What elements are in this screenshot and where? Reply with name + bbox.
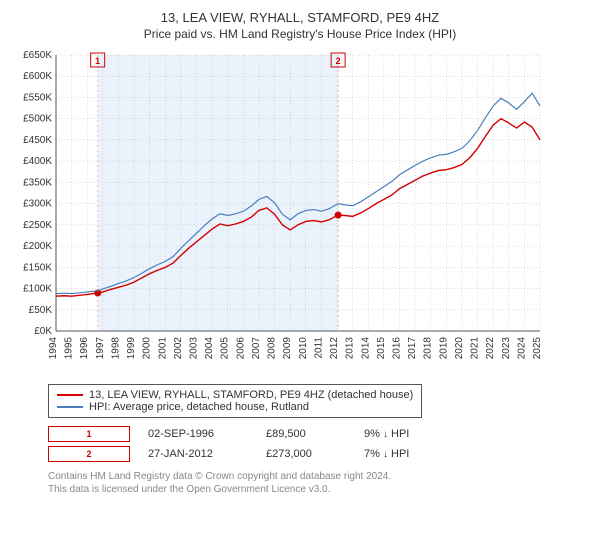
tx-delta: 7% ↓ HPI: [364, 448, 444, 460]
svg-text:1: 1: [95, 56, 100, 66]
svg-text:1996: 1996: [79, 337, 90, 360]
svg-text:2018: 2018: [423, 337, 434, 360]
down-arrow-icon: ↓: [383, 449, 388, 460]
legend-label: HPI: Average price, detached house, Rutl…: [89, 401, 309, 413]
svg-text:2022: 2022: [485, 337, 496, 360]
svg-text:2004: 2004: [204, 337, 215, 360]
svg-text:£350K: £350K: [23, 177, 52, 188]
svg-text:2015: 2015: [376, 337, 387, 360]
svg-text:2012: 2012: [329, 337, 340, 360]
svg-text:2001: 2001: [157, 337, 168, 360]
tx-price: £273,000: [266, 448, 346, 460]
svg-text:2008: 2008: [267, 337, 278, 360]
svg-text:2025: 2025: [532, 337, 543, 360]
legend-label: 13, LEA VIEW, RYHALL, STAMFORD, PE9 4HZ …: [89, 389, 413, 401]
svg-text:2005: 2005: [220, 337, 231, 360]
svg-text:2003: 2003: [189, 337, 200, 360]
svg-text:£0K: £0K: [34, 326, 52, 337]
svg-text:2000: 2000: [142, 337, 153, 360]
svg-text:2007: 2007: [251, 337, 262, 360]
svg-text:2019: 2019: [438, 337, 449, 360]
svg-text:£300K: £300K: [23, 199, 52, 210]
chart-canvas: £0K £50K £100K £150K £200K £250K £300K £350K £40…: [8, 47, 548, 377]
legend-swatch: [57, 406, 83, 408]
down-arrow-icon: ↓: [383, 429, 388, 440]
svg-text:£100K: £100K: [23, 284, 52, 295]
transaction-row: 2 27-JAN-2012 £273,000 7% ↓ HPI: [48, 444, 592, 464]
svg-text:2010: 2010: [298, 337, 309, 360]
legend-item: HPI: Average price, detached house, Rutl…: [57, 401, 413, 413]
svg-text:2024: 2024: [516, 337, 527, 360]
legend-swatch: [57, 394, 83, 396]
svg-text:1995: 1995: [64, 337, 75, 360]
tx-date: 27-JAN-2012: [148, 448, 248, 460]
footer-attribution: Contains HM Land Registry data © Crown c…: [48, 470, 592, 496]
marker-badge: 1: [48, 426, 130, 442]
svg-text:2009: 2009: [282, 337, 293, 360]
svg-text:£400K: £400K: [23, 156, 52, 167]
chart-title: 13, LEA VIEW, RYHALL, STAMFORD, PE9 4HZ: [8, 10, 592, 25]
svg-text:£150K: £150K: [23, 262, 52, 273]
svg-text:2021: 2021: [470, 337, 481, 360]
svg-text:£550K: £550K: [23, 92, 52, 103]
svg-text:2011: 2011: [313, 337, 324, 359]
svg-text:1998: 1998: [110, 337, 121, 360]
tx-date: 02-SEP-1996: [148, 428, 248, 440]
svg-text:£50K: £50K: [29, 305, 53, 316]
chart-subtitle: Price paid vs. HM Land Registry's House …: [8, 27, 592, 41]
legend-item: 13, LEA VIEW, RYHALL, STAMFORD, PE9 4HZ …: [57, 389, 413, 401]
svg-text:2002: 2002: [173, 337, 184, 360]
svg-text:1997: 1997: [95, 337, 106, 360]
svg-text:2017: 2017: [407, 337, 418, 360]
svg-text:£450K: £450K: [23, 135, 52, 146]
tx-delta: 9% ↓ HPI: [364, 428, 444, 440]
svg-text:£500K: £500K: [23, 114, 52, 125]
svg-text:£600K: £600K: [23, 71, 52, 82]
svg-text:2020: 2020: [454, 337, 465, 360]
svg-text:2014: 2014: [360, 337, 371, 360]
svg-text:2013: 2013: [345, 337, 356, 360]
svg-text:1999: 1999: [126, 337, 137, 360]
svg-text:2: 2: [336, 56, 341, 66]
svg-text:1994: 1994: [48, 337, 59, 360]
legend: 13, LEA VIEW, RYHALL, STAMFORD, PE9 4HZ …: [48, 384, 422, 418]
transaction-row: 1 02-SEP-1996 £89,500 9% ↓ HPI: [48, 424, 592, 444]
tx-price: £89,500: [266, 428, 346, 440]
marker-badge: 2: [48, 446, 130, 462]
line-chart: £0K £50K £100K £150K £200K £250K £300K £350K £40…: [8, 47, 592, 380]
svg-text:2016: 2016: [391, 337, 402, 360]
svg-text:2006: 2006: [235, 337, 246, 360]
svg-text:£200K: £200K: [23, 241, 52, 252]
svg-text:£650K: £650K: [23, 50, 52, 61]
svg-text:£250K: £250K: [23, 220, 52, 231]
svg-text:2023: 2023: [501, 337, 512, 360]
